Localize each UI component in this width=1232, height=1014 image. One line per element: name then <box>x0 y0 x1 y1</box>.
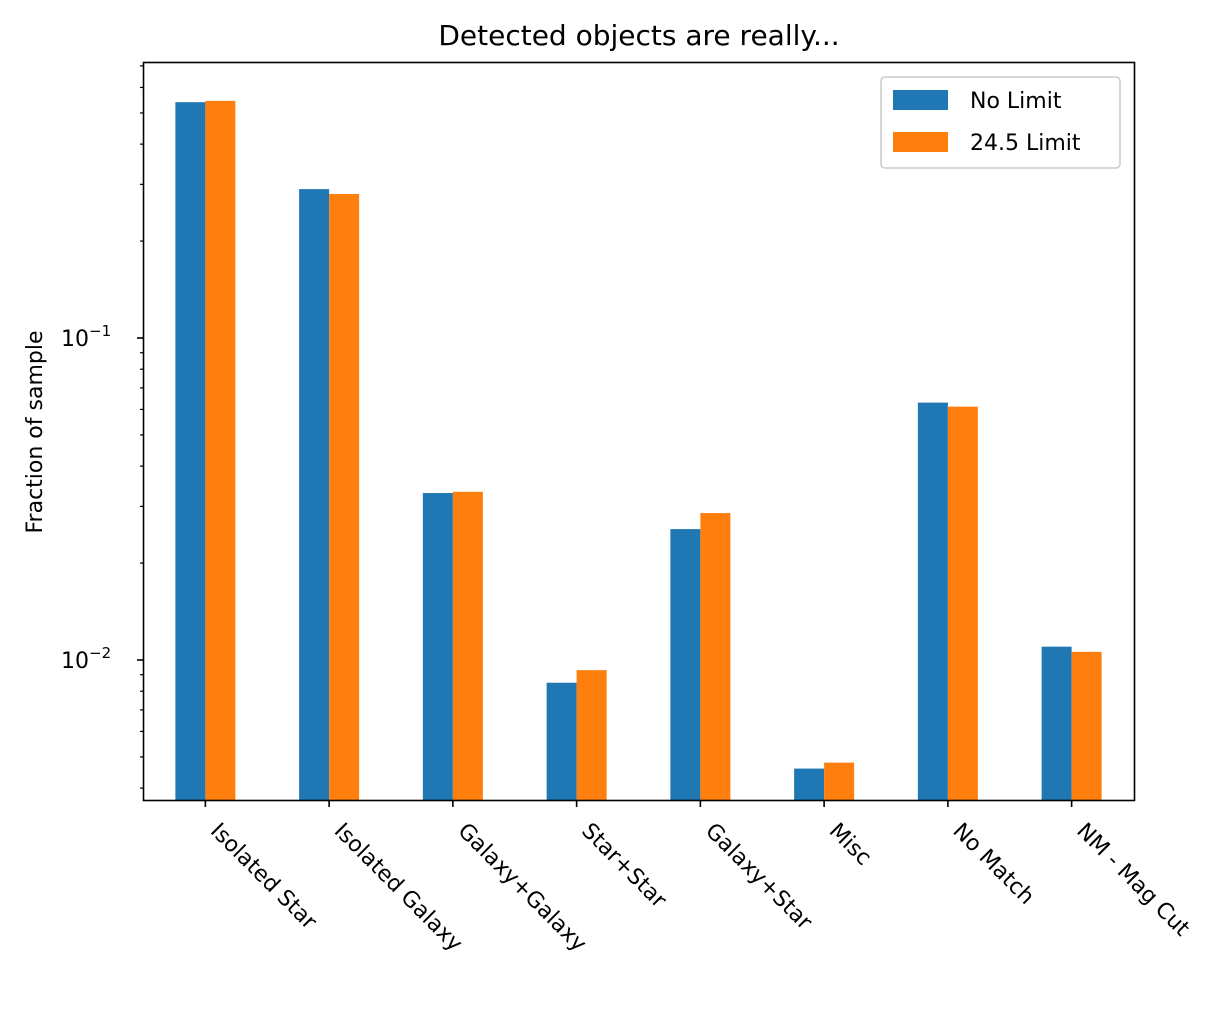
legend-swatch <box>893 132 948 152</box>
x-tick-label: Galaxy+Star <box>700 819 817 936</box>
bar-no-limit-0 <box>175 102 206 801</box>
bar-no-limit-6 <box>917 402 948 800</box>
bar-24-5-limit-0 <box>205 100 236 801</box>
bar-no-limit-4 <box>670 529 701 800</box>
bar-24-5-limit-6 <box>947 406 978 800</box>
x-tick-label: No Match <box>948 819 1039 910</box>
chart-title: Detected objects are really... <box>438 19 839 52</box>
x-tick-label: Galaxy+Galaxy <box>453 819 591 957</box>
bar-24-5-limit-2 <box>452 491 483 800</box>
bar-24-5-limit-4 <box>700 513 731 800</box>
x-tick-label: Isolated Galaxy <box>329 819 467 957</box>
x-tick-label: Star+Star <box>576 819 671 914</box>
plot-frame <box>142 61 1136 802</box>
bar-24-5-limit-3 <box>576 670 607 800</box>
legend: No Limit 24.5 Limit <box>880 76 1121 169</box>
bars-group <box>175 100 1102 801</box>
bar-no-limit-1 <box>299 189 330 800</box>
bar-24-5-limit-5 <box>824 762 855 800</box>
y-ticks-group: 10−1 10−2 <box>61 65 144 789</box>
bar-no-limit-3 <box>546 682 577 800</box>
bar-no-limit-5 <box>794 768 825 800</box>
bar-no-limit-2 <box>422 493 453 800</box>
legend-label: 24.5 Limit <box>970 131 1081 156</box>
legend-label: No Limit <box>970 89 1062 114</box>
x-tick-label: NM - Mag Cut <box>1071 819 1194 942</box>
y-tick-label: 10−1 <box>61 322 111 352</box>
x-tick-label: Misc <box>824 819 876 871</box>
y-axis-label: Fraction of sample <box>23 331 48 534</box>
bar-no-limit-7 <box>1041 646 1072 800</box>
bar-24-5-limit-1 <box>329 194 360 800</box>
bar-24-5-limit-7 <box>1071 651 1102 800</box>
x-ticks-group: Isolated Star Isolated GalaxyGalaxy+Galax… <box>204 800 1194 957</box>
x-tick-label: Isolated Star <box>205 819 322 936</box>
legend-swatch <box>893 90 948 110</box>
y-tick-label: 10−2 <box>61 644 111 674</box>
